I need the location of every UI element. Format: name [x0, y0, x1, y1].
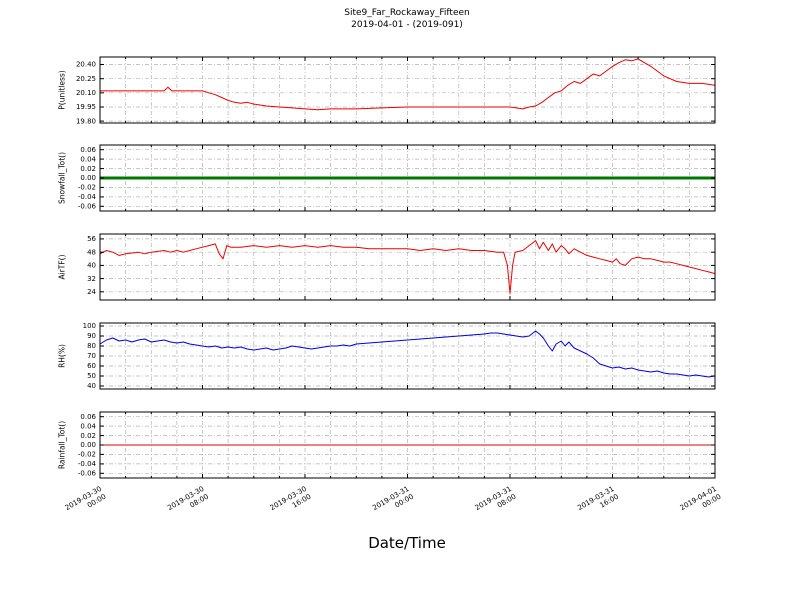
panel-4: 40 50 60 70 80 90 100 — [83, 322, 716, 390]
y-tick-label: 32 — [87, 275, 96, 283]
x-axis-label: Date/Time — [368, 534, 446, 552]
y-tick-label: 0.04 — [80, 155, 96, 163]
y-tick-label: 0.02 — [80, 165, 96, 173]
y-axis-label-snowfall: Snowfall_Tot() — [57, 151, 67, 205]
y-tick-label: 20.25 — [76, 75, 96, 83]
panel-3: 24 32 40 48 56 — [87, 233, 716, 301]
chart-title: Site9_Far_Rockaway_Fifteen — [344, 8, 470, 18]
y-tick-label: 0.02 — [80, 432, 96, 440]
x-tick-label: 2019-03-3116:00 — [576, 485, 620, 520]
y-tick-label: 56 — [87, 235, 96, 243]
y-tick-label: 50 — [87, 372, 96, 380]
series-line — [99, 240, 716, 294]
y-tick-label: 40 — [87, 382, 96, 390]
y-tick-label: 40 — [87, 262, 96, 270]
x-tick-label: 2019-03-3008:00 — [166, 485, 210, 520]
y-tick-label: 20.10 — [76, 89, 96, 97]
y-axis-label-rainfall: Rainfall_Tot() — [57, 420, 67, 470]
y-tick-label: 0.06 — [80, 413, 96, 421]
y-tick-label: 90 — [87, 332, 96, 340]
y-tick-label: 19.80 — [76, 117, 96, 125]
y-tick-label: -0.04 — [78, 193, 97, 201]
y-tick-label: 80 — [87, 342, 96, 350]
y-tick-label: -0.06 — [78, 470, 97, 478]
y-tick-label: 20.40 — [76, 61, 96, 69]
y-tick-label: 60 — [87, 362, 96, 370]
y-axis-label-p: P(unitless) — [57, 70, 67, 110]
y-tick-label: 0.04 — [80, 422, 96, 430]
y-tick-label: -0.06 — [78, 203, 97, 211]
panel-2: -0.06 -0.04-0.02 0.000.02 0.040.06 — [78, 144, 716, 212]
y-tick-label: 100 — [83, 322, 96, 330]
y-tick-label: 0.00 — [80, 441, 96, 449]
y-tick-label: 0.00 — [80, 174, 96, 182]
y-tick-label: 19.95 — [76, 103, 96, 111]
y-tick-label: -0.04 — [78, 460, 97, 468]
chart-subtitle: 2019-04-01 - (2019-091) — [351, 20, 463, 30]
y-tick-label: 0.06 — [80, 146, 96, 154]
y-tick-label: 48 — [87, 248, 96, 256]
y-tick-label: -0.02 — [78, 451, 96, 459]
x-tick-label: 2019-03-3100:00 — [371, 485, 415, 520]
panel-1: 19.80 19.95 20.10 20.25 20.40 — [76, 56, 716, 125]
x-tick-label: 2019-04-0100:00 — [679, 485, 723, 520]
series-line — [99, 330, 716, 378]
y-axis-label-rh: RH(%) — [57, 344, 67, 368]
y-tick-label: 24 — [87, 288, 96, 296]
y-tick-label: 70 — [87, 352, 96, 360]
y-tick-label: -0.02 — [78, 184, 96, 192]
x-tick-label: 2019-03-3016:00 — [269, 485, 313, 520]
x-tick-label: 2019-03-3108:00 — [474, 485, 518, 520]
x-tick-label: 2019-03-3000:00 — [64, 485, 108, 520]
panel-5: -0.06 -0.04-0.02 0.000.02 0.040.06 — [78, 411, 716, 479]
y-axis-label-airtf: AirTF() — [57, 254, 67, 280]
